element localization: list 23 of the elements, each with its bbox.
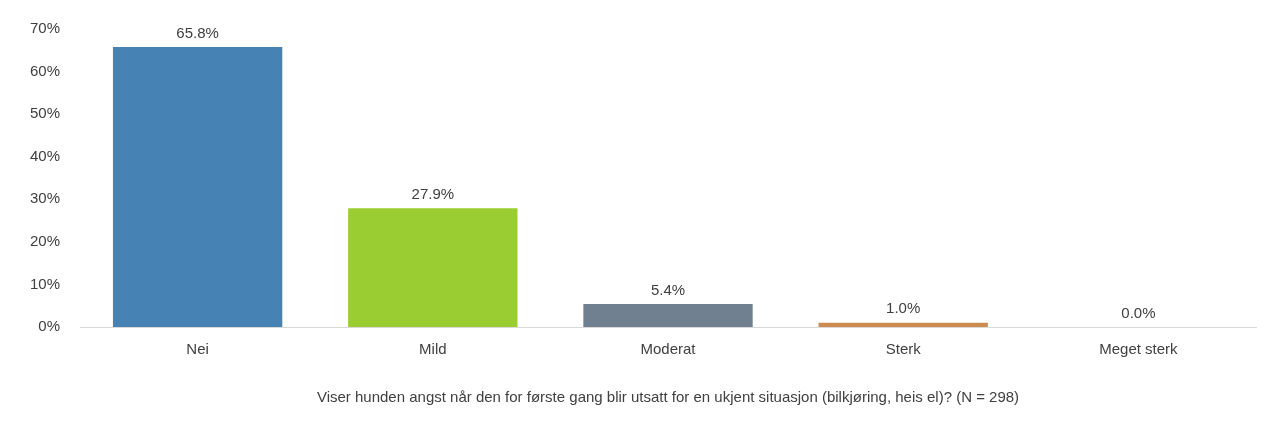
y-tick-label: 70% — [29, 19, 61, 37]
x-tick-label: Mild — [419, 340, 447, 358]
y-tick-label: 50% — [29, 104, 61, 122]
x-tick-label: Sterk — [885, 340, 922, 358]
y-tick-label: 30% — [29, 189, 61, 207]
x-axis-title: Viser hunden angst når den for første gang blir utsatt for en ukjent situasjon (bilkjøring, heis el)? (N = 298) — [316, 388, 1020, 406]
bar — [583, 304, 753, 327]
y-tick-label: 40% — [29, 146, 61, 164]
bar — [348, 208, 518, 327]
bar — [112, 46, 283, 327]
data-label: 1.0% — [886, 299, 921, 317]
x-tick-label: Moderat — [640, 340, 697, 358]
data-label: 65.8% — [176, 23, 219, 41]
data-label: 27.9% — [411, 184, 455, 202]
x-tick-label: Meget sterk — [1099, 340, 1179, 358]
y-tick-label: 10% — [29, 274, 61, 292]
data-label: 5.4% — [650, 280, 686, 298]
bar — [818, 322, 988, 327]
y-tick-label: 0% — [38, 317, 61, 335]
y-tick-label: 20% — [29, 232, 61, 249]
y-tick-label: 60% — [29, 61, 61, 79]
x-tick-label: Nei — [186, 340, 209, 358]
data-label: 0.0% — [1121, 303, 1156, 321]
